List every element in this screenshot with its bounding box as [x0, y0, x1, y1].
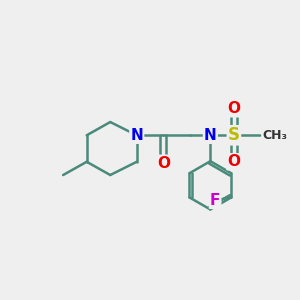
Text: S: S: [228, 126, 240, 144]
Text: N: N: [204, 128, 217, 143]
Text: F: F: [210, 193, 220, 208]
Text: O: O: [157, 156, 170, 171]
Text: CH₃: CH₃: [262, 129, 287, 142]
Text: O: O: [227, 154, 240, 169]
Text: N: N: [130, 128, 143, 143]
Text: O: O: [227, 101, 240, 116]
